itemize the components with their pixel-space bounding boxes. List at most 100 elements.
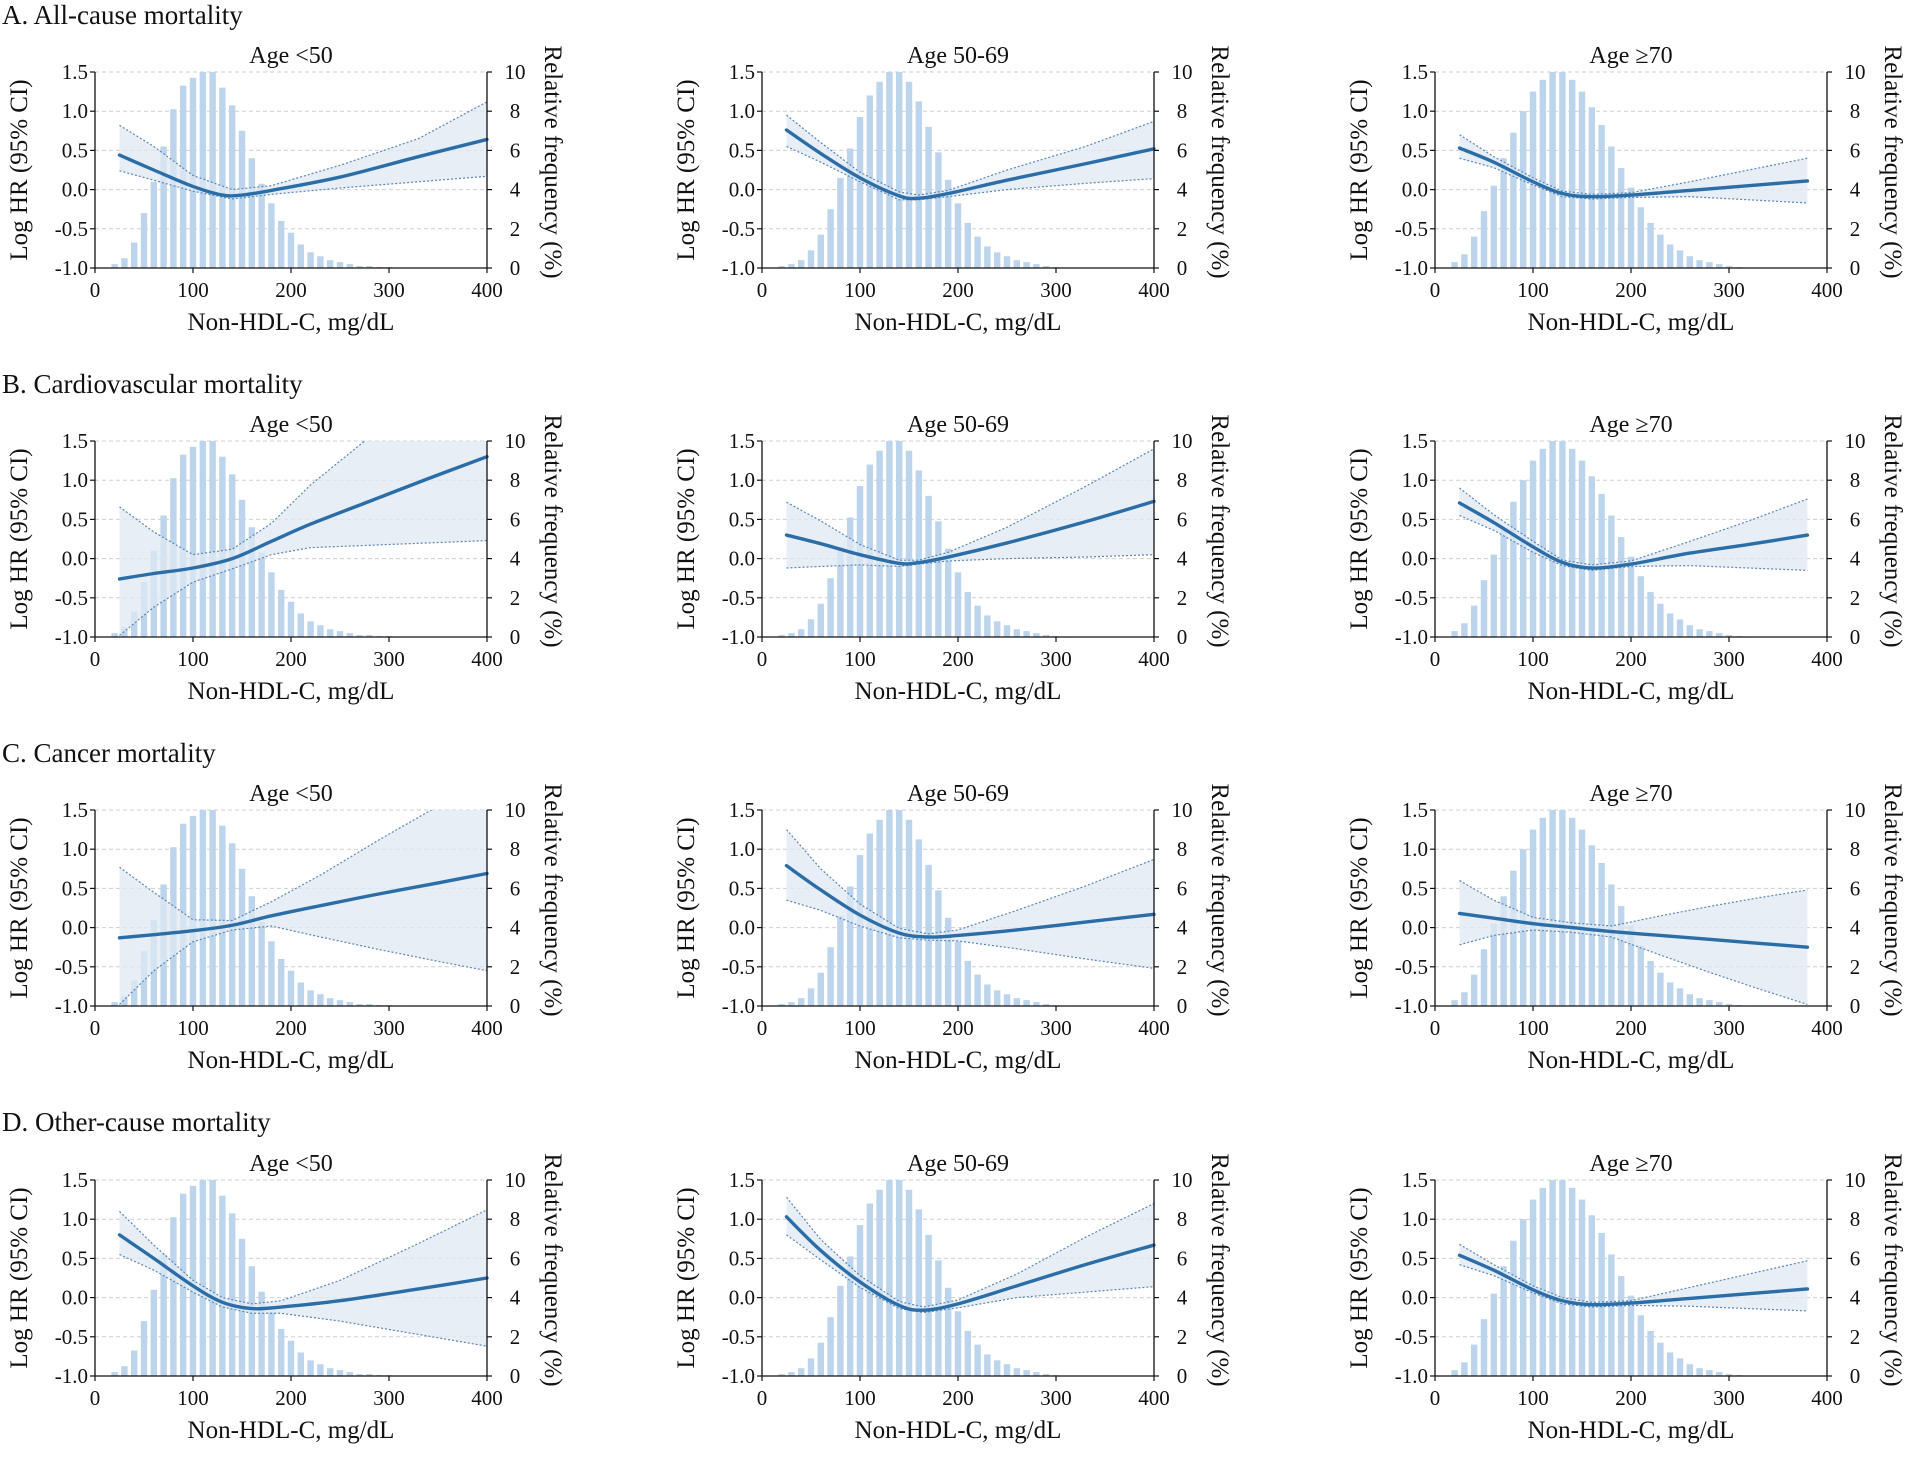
histogram-bar: [1627, 187, 1635, 268]
histogram-bar: [1559, 441, 1566, 637]
histogram-bar: [199, 1180, 207, 1376]
histogram-bar: [1490, 185, 1498, 268]
y2-axis-label: Relative frequency (%): [1206, 45, 1233, 278]
histogram-bar: [1013, 260, 1021, 268]
hr-curve: [117, 454, 489, 581]
y2-axis-label: Relative frequency (%): [539, 1153, 566, 1386]
histogram-bar: [346, 633, 354, 637]
y2-tick-label: 8: [1850, 468, 1861, 492]
histogram-bar: [807, 619, 815, 637]
y2-tick-label: 4: [510, 916, 521, 940]
y2-tick-label: 0: [510, 1364, 521, 1388]
histogram-bar: [1666, 613, 1674, 637]
histogram-bar: [984, 615, 991, 637]
histogram-bar: [287, 601, 295, 637]
histogram-bar: [1470, 236, 1478, 268]
histogram-bar: [346, 264, 354, 268]
y-tick-label: -1.0: [1395, 994, 1428, 1018]
histogram-bar: [268, 941, 275, 1006]
y-axis-label: Log HR (95% CI): [1346, 1187, 1373, 1368]
histogram-bar: [199, 441, 207, 637]
histogram-bar: [915, 839, 923, 1006]
histogram-bar: [1549, 441, 1556, 637]
histogram-bar: [1042, 266, 1050, 268]
histogram-bar: [974, 974, 981, 1006]
histogram-bar: [1637, 945, 1645, 1006]
histogram-bar: [1559, 72, 1566, 268]
y2-axis-label: Relative frequency (%): [1879, 1153, 1905, 1386]
histogram-bar: [876, 450, 883, 637]
y-tick-label: -1.0: [1395, 1364, 1428, 1388]
histogram-bar: [228, 1213, 236, 1376]
histogram-bar: [1608, 1254, 1615, 1376]
x-tick-label: 100: [177, 1016, 209, 1040]
x-tick-label: 400: [471, 1386, 503, 1410]
y-tick-label: 0.0: [1402, 1286, 1428, 1310]
histogram-bar: [837, 546, 844, 637]
y-tick-label: -0.5: [722, 586, 755, 610]
histogram-bar: [827, 947, 834, 1006]
x-tick-label: 0: [90, 278, 101, 302]
y2-tick-label: 10: [1172, 1168, 1193, 1192]
y-tick-label: 1.5: [62, 60, 88, 84]
ci-upper-line: [786, 829, 1154, 935]
histogram-bar: [189, 77, 197, 268]
histogram-bar: [1470, 974, 1478, 1006]
histogram-bar: [317, 994, 324, 1006]
y-tick-label: -0.5: [1395, 586, 1428, 610]
histogram-bar: [1578, 1199, 1586, 1376]
histogram-bar: [209, 810, 216, 1006]
y-tick-label: 1.0: [1402, 99, 1428, 123]
y2-tick-label: 0: [1850, 256, 1861, 280]
histogram-bar: [935, 1260, 942, 1376]
histogram-bar: [1686, 625, 1694, 637]
histogram-bar: [1715, 633, 1723, 637]
histogram-bar: [277, 220, 285, 268]
x-axis-label: Non-HDL-C, mg/dL: [188, 678, 395, 705]
histogram-bar: [1461, 623, 1468, 637]
y-tick-label: 1.5: [62, 798, 88, 822]
y-tick-label: 0.5: [729, 876, 755, 900]
histogram-bar: [856, 117, 864, 268]
y-tick-label: 0.5: [62, 1246, 88, 1270]
histogram-bar: [1490, 554, 1498, 637]
y2-tick-label: 4: [510, 547, 521, 571]
y-tick-label: 1.5: [729, 1168, 755, 1192]
histogram-bar: [336, 1000, 344, 1006]
y-tick-label: -0.5: [722, 217, 755, 241]
y2-tick-label: 4: [510, 178, 521, 202]
x-tick-label: 0: [1430, 278, 1441, 302]
x-tick-label: 300: [1040, 1386, 1072, 1410]
histogram-bar: [827, 1317, 834, 1376]
histogram-bar: [297, 244, 305, 268]
histogram-bar: [1578, 829, 1586, 1006]
y2-tick-label: 4: [1850, 547, 1861, 571]
y-tick-label: 0.0: [62, 1286, 88, 1310]
histogram-bar: [1480, 1319, 1488, 1376]
histogram-bar: [307, 252, 314, 268]
y2-tick-label: 10: [505, 429, 526, 453]
histogram-bar: [366, 635, 373, 637]
histogram-bar: [1617, 168, 1625, 268]
histogram-bar: [876, 1189, 883, 1376]
x-axis-label: Non-HDL-C, mg/dL: [1528, 309, 1735, 336]
histogram-bar: [160, 146, 167, 268]
ci-band: [786, 448, 1154, 569]
histogram-bar: [905, 450, 913, 637]
x-tick-label: 0: [90, 1016, 101, 1040]
y2-tick-label: 8: [1850, 99, 1861, 123]
x-tick-label: 200: [1615, 1386, 1647, 1410]
histogram-bar: [964, 222, 972, 268]
histogram-bar: [1725, 266, 1733, 268]
x-tick-label: 0: [90, 647, 101, 671]
x-tick-label: 100: [1517, 1386, 1549, 1410]
histogram-bar: [130, 1350, 138, 1376]
hr-curve: [784, 863, 1156, 939]
y-tick-label: 1.5: [1402, 60, 1428, 84]
hr-curve: [1457, 911, 1810, 949]
panel-title: Age 50-69: [907, 781, 1009, 807]
y2-tick-label: 6: [1850, 876, 1861, 900]
hr-curve: [1457, 501, 1810, 570]
